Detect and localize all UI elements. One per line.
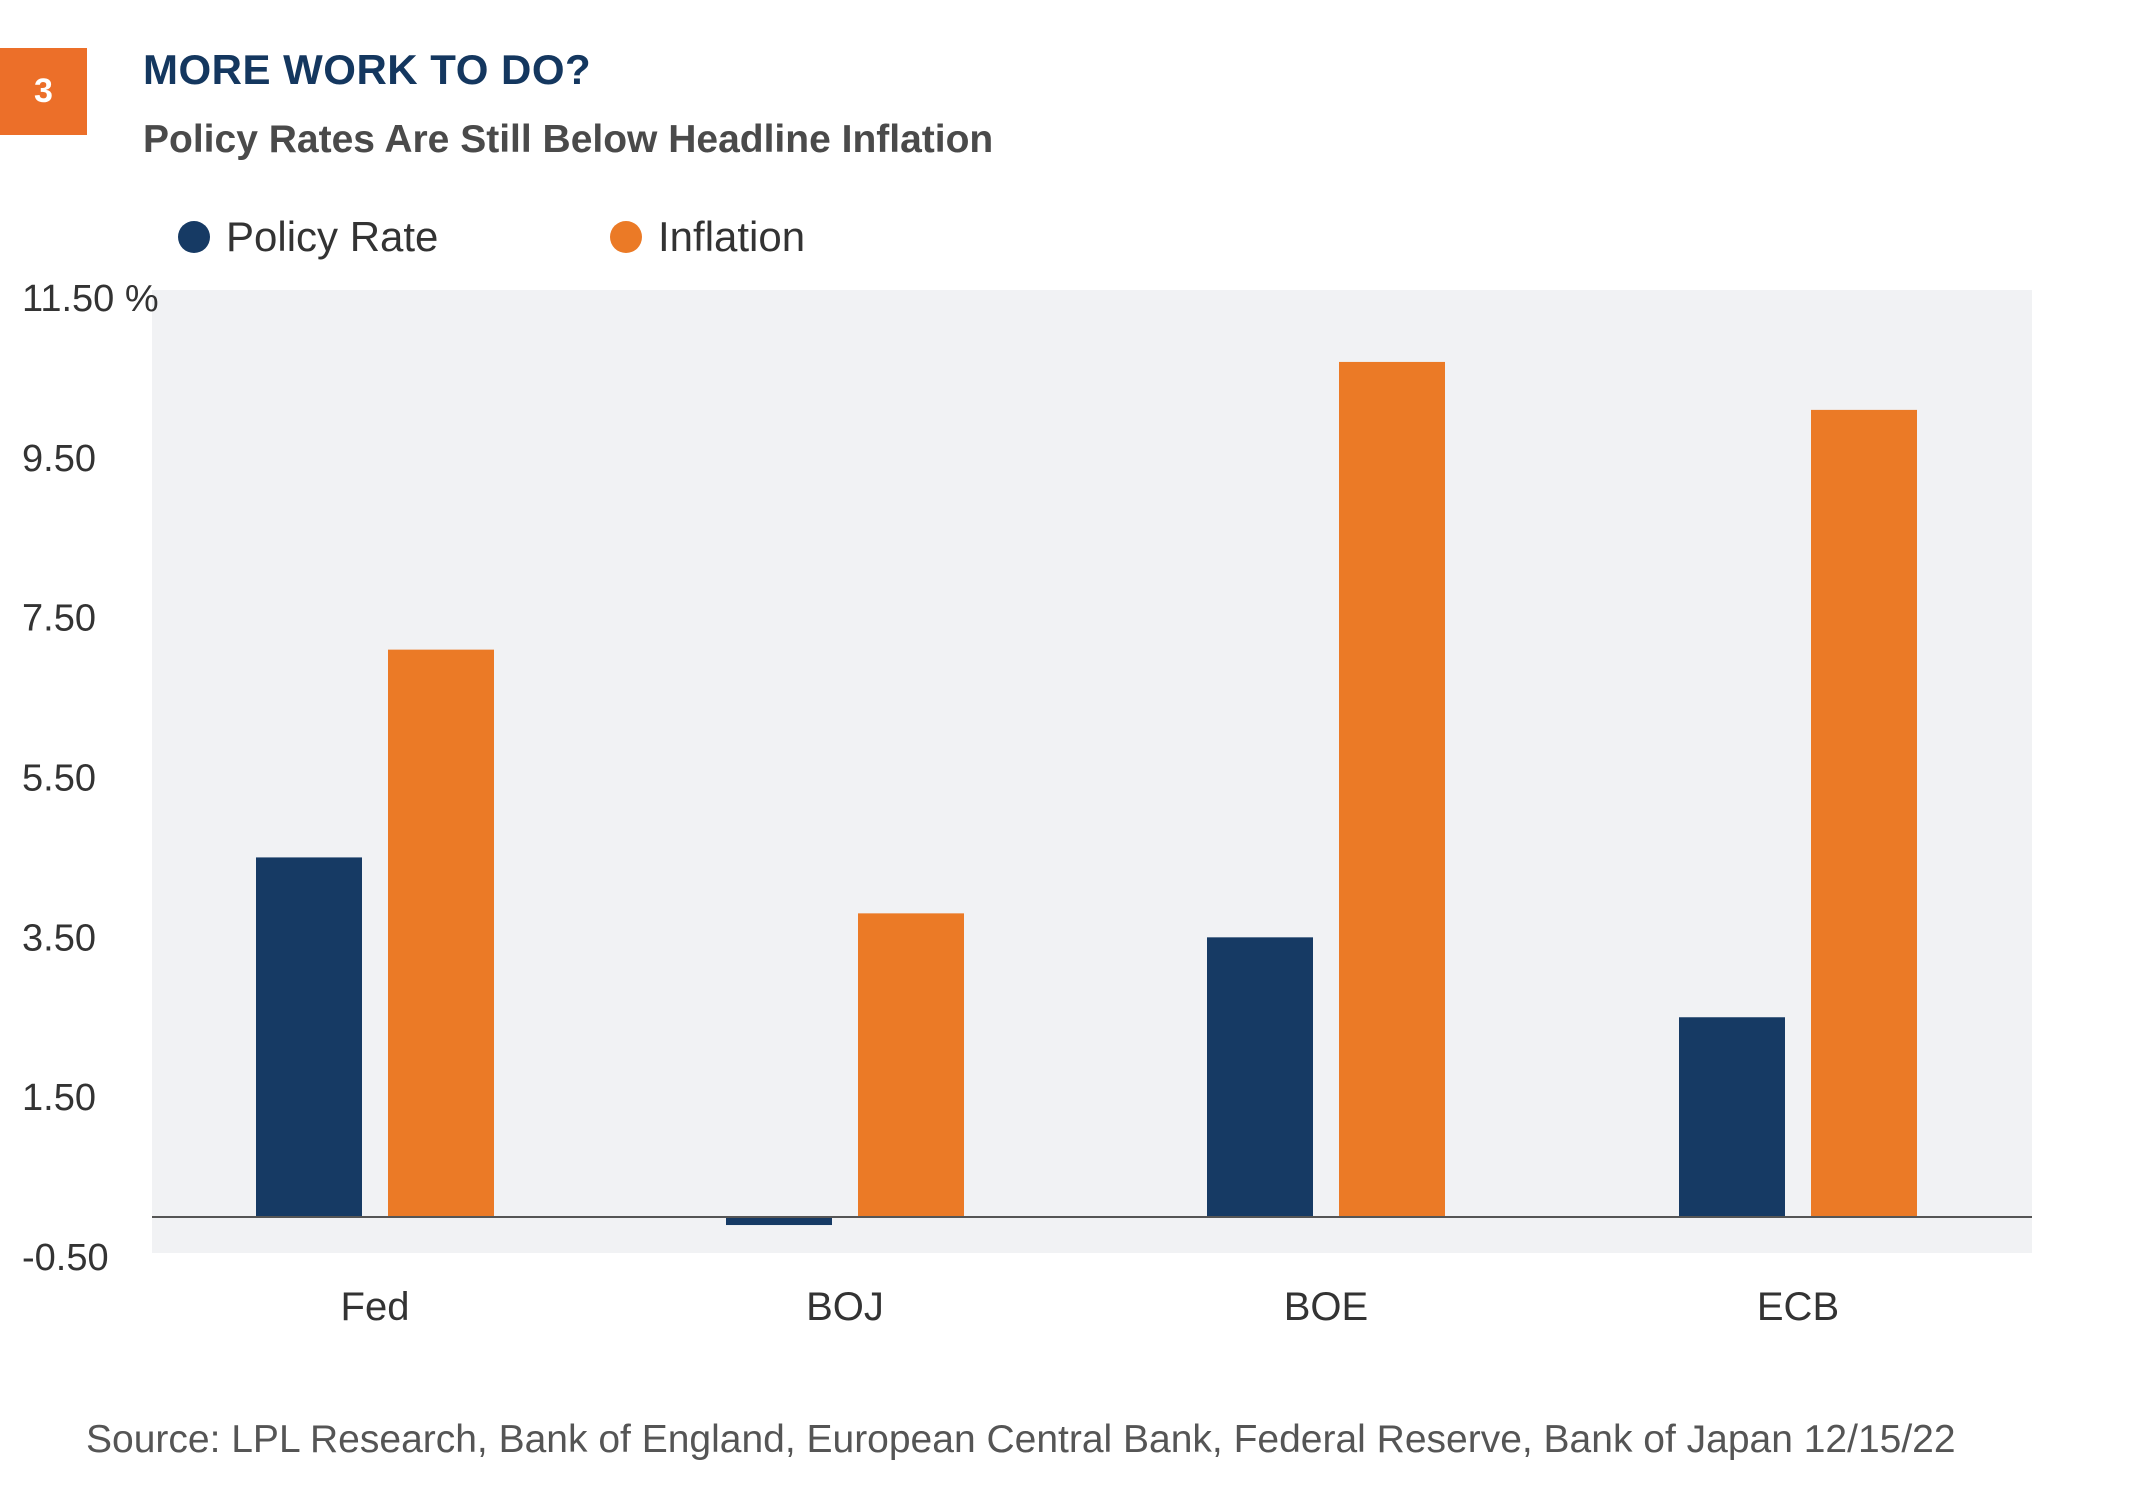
bar-inflation-ecb [1811,409,1917,1218]
legend-dot-inflation [610,221,642,253]
bar-policy-rate-ecb [1679,1017,1785,1218]
y-tick-label: 9.50 [22,438,96,480]
bar-inflation-boe [1339,361,1445,1218]
figure-number-badge: 3 [0,48,87,135]
x-category-label: BOE [1284,1285,1368,1329]
legend-label-policy-rate: Policy Rate [226,213,439,260]
y-tick-label: 11.50 % [22,278,159,320]
y-tick-label: 7.50 [22,598,96,640]
x-category-label: Fed [341,1285,410,1329]
source-note: Source: LPL Research, Bank of England, E… [86,1418,1956,1461]
chart-subtitle: Policy Rates Are Still Below Headline In… [143,118,994,161]
legend-label-inflation: Inflation [658,213,806,260]
bar-inflation-boj [858,913,964,1218]
y-tick-label: 3.50 [22,917,96,959]
bar-inflation-fed [388,649,494,1218]
bar-policy-rate-boj [726,1217,832,1226]
bar-policy-rate-fed [256,857,362,1218]
legend-dot-policy-rate [178,221,210,253]
x-category-label: ECB [1757,1285,1839,1329]
legend-item-inflation: Inflation [610,212,805,262]
y-tick-label: 5.50 [22,758,96,800]
legend-item-policy-rate: Policy Rate [178,212,438,262]
x-category-label: BOJ [806,1285,884,1329]
y-tick-label: 1.50 [22,1077,96,1119]
chart-title: MORE WORK TO DO? [143,46,592,93]
y-tick-label: -0.50 [22,1237,109,1279]
bar-policy-rate-boe [1207,937,1313,1218]
